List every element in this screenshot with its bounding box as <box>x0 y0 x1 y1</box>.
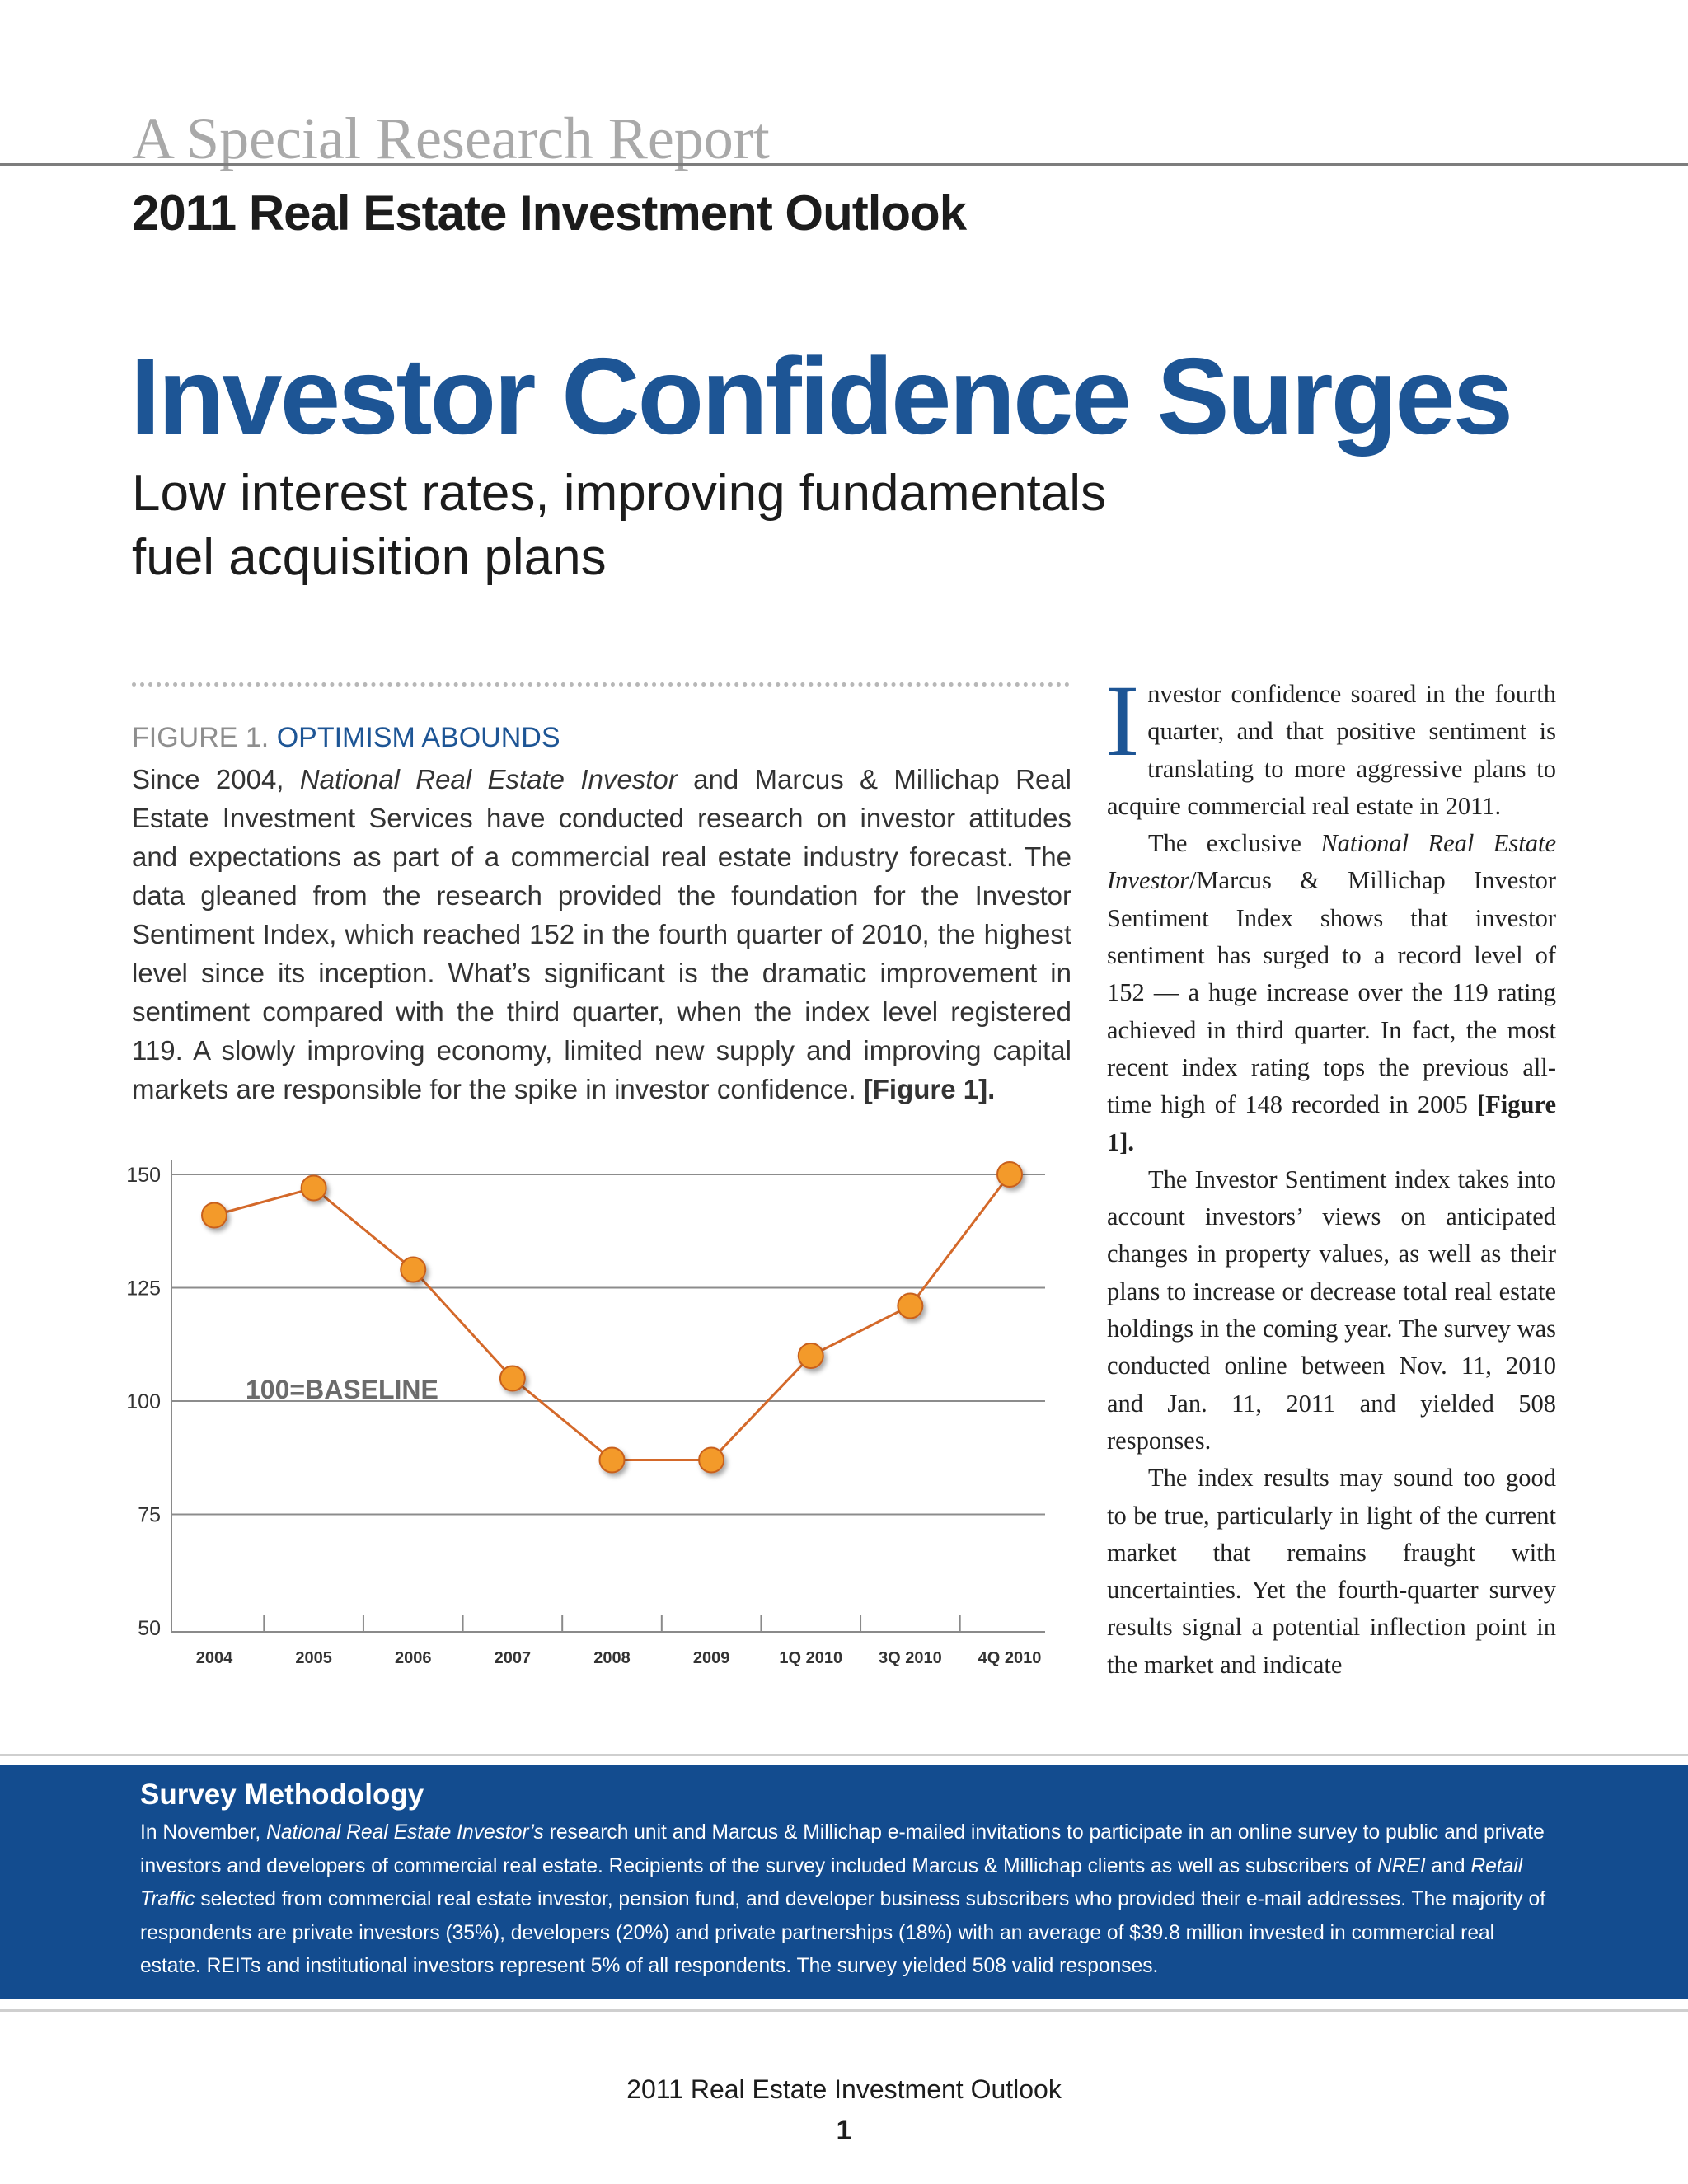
x-tick-label: 2009 <box>693 1649 730 1667</box>
article-paragraph-2: The exclusive National Real Estate Inves… <box>1107 825 1556 1161</box>
drop-cap: I <box>1105 664 1140 777</box>
data-point-2006 <box>400 1256 427 1283</box>
x-tick-label: 2006 <box>395 1649 432 1667</box>
y-tick-100: 100 <box>126 1390 161 1413</box>
data-point-2004 <box>201 1202 227 1229</box>
headline: Investor Confidence Surges <box>130 335 1513 457</box>
method-text-5: and <box>1425 1854 1471 1877</box>
report-title: 2011 Real Estate Investment Outlook <box>132 185 967 241</box>
x-tick-label: 4Q 2010 <box>978 1649 1042 1667</box>
article-text-1: nvestor confidence soared in the fourth … <box>1107 680 1556 820</box>
data-point-2007 <box>499 1365 526 1392</box>
subheadline: Low interest rates, improving fundamenta… <box>132 462 1418 590</box>
subhead-line-2: fuel acquisition plans <box>132 529 607 586</box>
data-point-1q-2010 <box>797 1343 824 1369</box>
baseline-annotation: 100=BASELINE <box>246 1375 438 1404</box>
methodology-text: In November, National Real Estate Invest… <box>140 1816 1550 1984</box>
methodology-title: Survey Methodology <box>140 1779 424 1811</box>
data-point-2009 <box>698 1446 725 1474</box>
methodology-box <box>0 1765 1688 1999</box>
page-number: 1 <box>836 2115 852 2146</box>
article-text-2c: /Marcus & Millichap Investor Sentiment I… <box>1107 866 1556 1119</box>
x-tick-label: 2005 <box>295 1649 332 1667</box>
x-tick-label: 3Q 2010 <box>879 1649 942 1667</box>
y-tick-75: 75 <box>138 1504 161 1527</box>
report-kicker: A Special Research Report <box>132 105 770 171</box>
caption-text-1: Since 2004, <box>132 764 300 794</box>
article-publication: National Real Estate Investor <box>1107 829 1556 895</box>
caption-publication: National Real Estate Investor <box>299 764 678 794</box>
article-paragraph-3: The Investor Sentiment index takes into … <box>1107 1165 1556 1455</box>
header-rule <box>0 163 1688 166</box>
figure-label: FIGURE 1. OPTIMISM ABOUNDS <box>132 722 560 754</box>
data-point-3q-2010 <box>897 1292 924 1319</box>
methodology-bottom-rule <box>0 2009 1688 2012</box>
article-paragraph-4: The index results may sound too good to … <box>1107 1464 1556 1679</box>
article-text-2a: The exclusive <box>1148 829 1321 858</box>
method-text-1: In November, <box>140 1821 267 1844</box>
x-tick-labels: 2004 2005 2006 2007 2008 2009 1Q 2010 3Q 2010 4Q… <box>196 1615 1042 1667</box>
method-retail-traffic: Retail Traffic <box>140 1854 1523 1911</box>
chart-gridlines <box>171 1174 1045 1516</box>
x-tick-label: 2007 <box>495 1649 532 1667</box>
method-text-3: research unit and Marcus & Millichap e-m… <box>140 1821 1545 1877</box>
figure-caption: Since 2004, National Real Estate Investo… <box>132 760 1071 1108</box>
data-point-2005 <box>300 1174 327 1202</box>
figure-name: OPTIMISM ABOUNDS <box>276 722 560 753</box>
subhead-line-1: Low interest rates, improving fundamenta… <box>132 465 1107 522</box>
y-tick-150: 150 <box>126 1164 161 1187</box>
method-text-7: selected from commercial real estate inv… <box>140 1888 1546 1977</box>
dotted-divider <box>132 682 1070 687</box>
series-markers <box>201 1161 1023 1474</box>
method-publication: National Real Estate Investor’s <box>266 1821 544 1844</box>
data-point-2008 <box>598 1446 626 1474</box>
y-tick-125: 125 <box>126 1277 161 1301</box>
y-tick-labels: 50 75 100 125 150 <box>126 1164 161 1640</box>
methodology-top-rule <box>0 1754 1688 1756</box>
y-tick-50: 50 <box>138 1617 161 1640</box>
sentiment-index-chart: 50 75 100 125 150 2004 2005 2006 2007 2008 2009 1Q… <box>126 1160 1045 1667</box>
data-point-4q-2010 <box>996 1161 1023 1188</box>
x-tick-label: 2004 <box>196 1649 233 1667</box>
figure-number: FIGURE 1. <box>132 722 270 753</box>
article-figure-ref: [Figure 1]. <box>1107 1090 1556 1156</box>
series-line <box>213 1174 1011 1461</box>
x-tick-label: 2008 <box>593 1649 631 1667</box>
x-tick-label: 1Q 2010 <box>779 1649 842 1667</box>
caption-figure-ref: [Figure 1]. <box>863 1074 996 1104</box>
method-nrei: NREI <box>1376 1854 1426 1877</box>
footer-title: 2011 Real Estate Investment Outlook <box>626 2074 1062 2104</box>
caption-text-2: and Marcus & Millichap Real Estate Inves… <box>132 764 1072 1104</box>
